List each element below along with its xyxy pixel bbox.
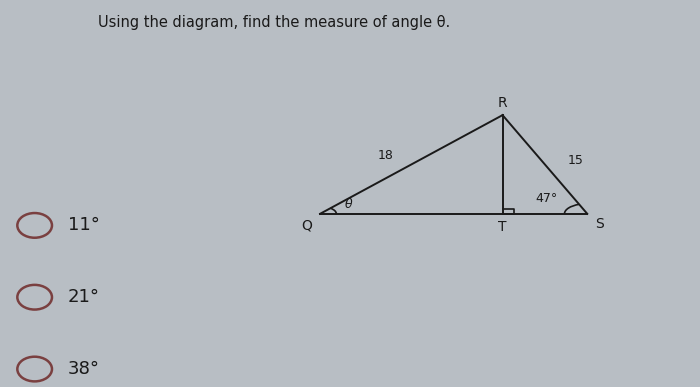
Text: 11°: 11° xyxy=(68,216,99,235)
Text: 38°: 38° xyxy=(68,360,99,378)
Text: Using the diagram, find the measure of angle θ.: Using the diagram, find the measure of a… xyxy=(98,15,450,31)
Text: 47°: 47° xyxy=(535,192,557,205)
Text: 15: 15 xyxy=(568,154,584,167)
Text: T: T xyxy=(498,220,507,234)
Text: R: R xyxy=(498,96,508,110)
Text: 21°: 21° xyxy=(68,288,99,306)
Text: 18: 18 xyxy=(377,149,393,162)
Text: S: S xyxy=(596,217,604,231)
Text: θ: θ xyxy=(344,198,352,211)
Text: Q: Q xyxy=(301,218,312,232)
